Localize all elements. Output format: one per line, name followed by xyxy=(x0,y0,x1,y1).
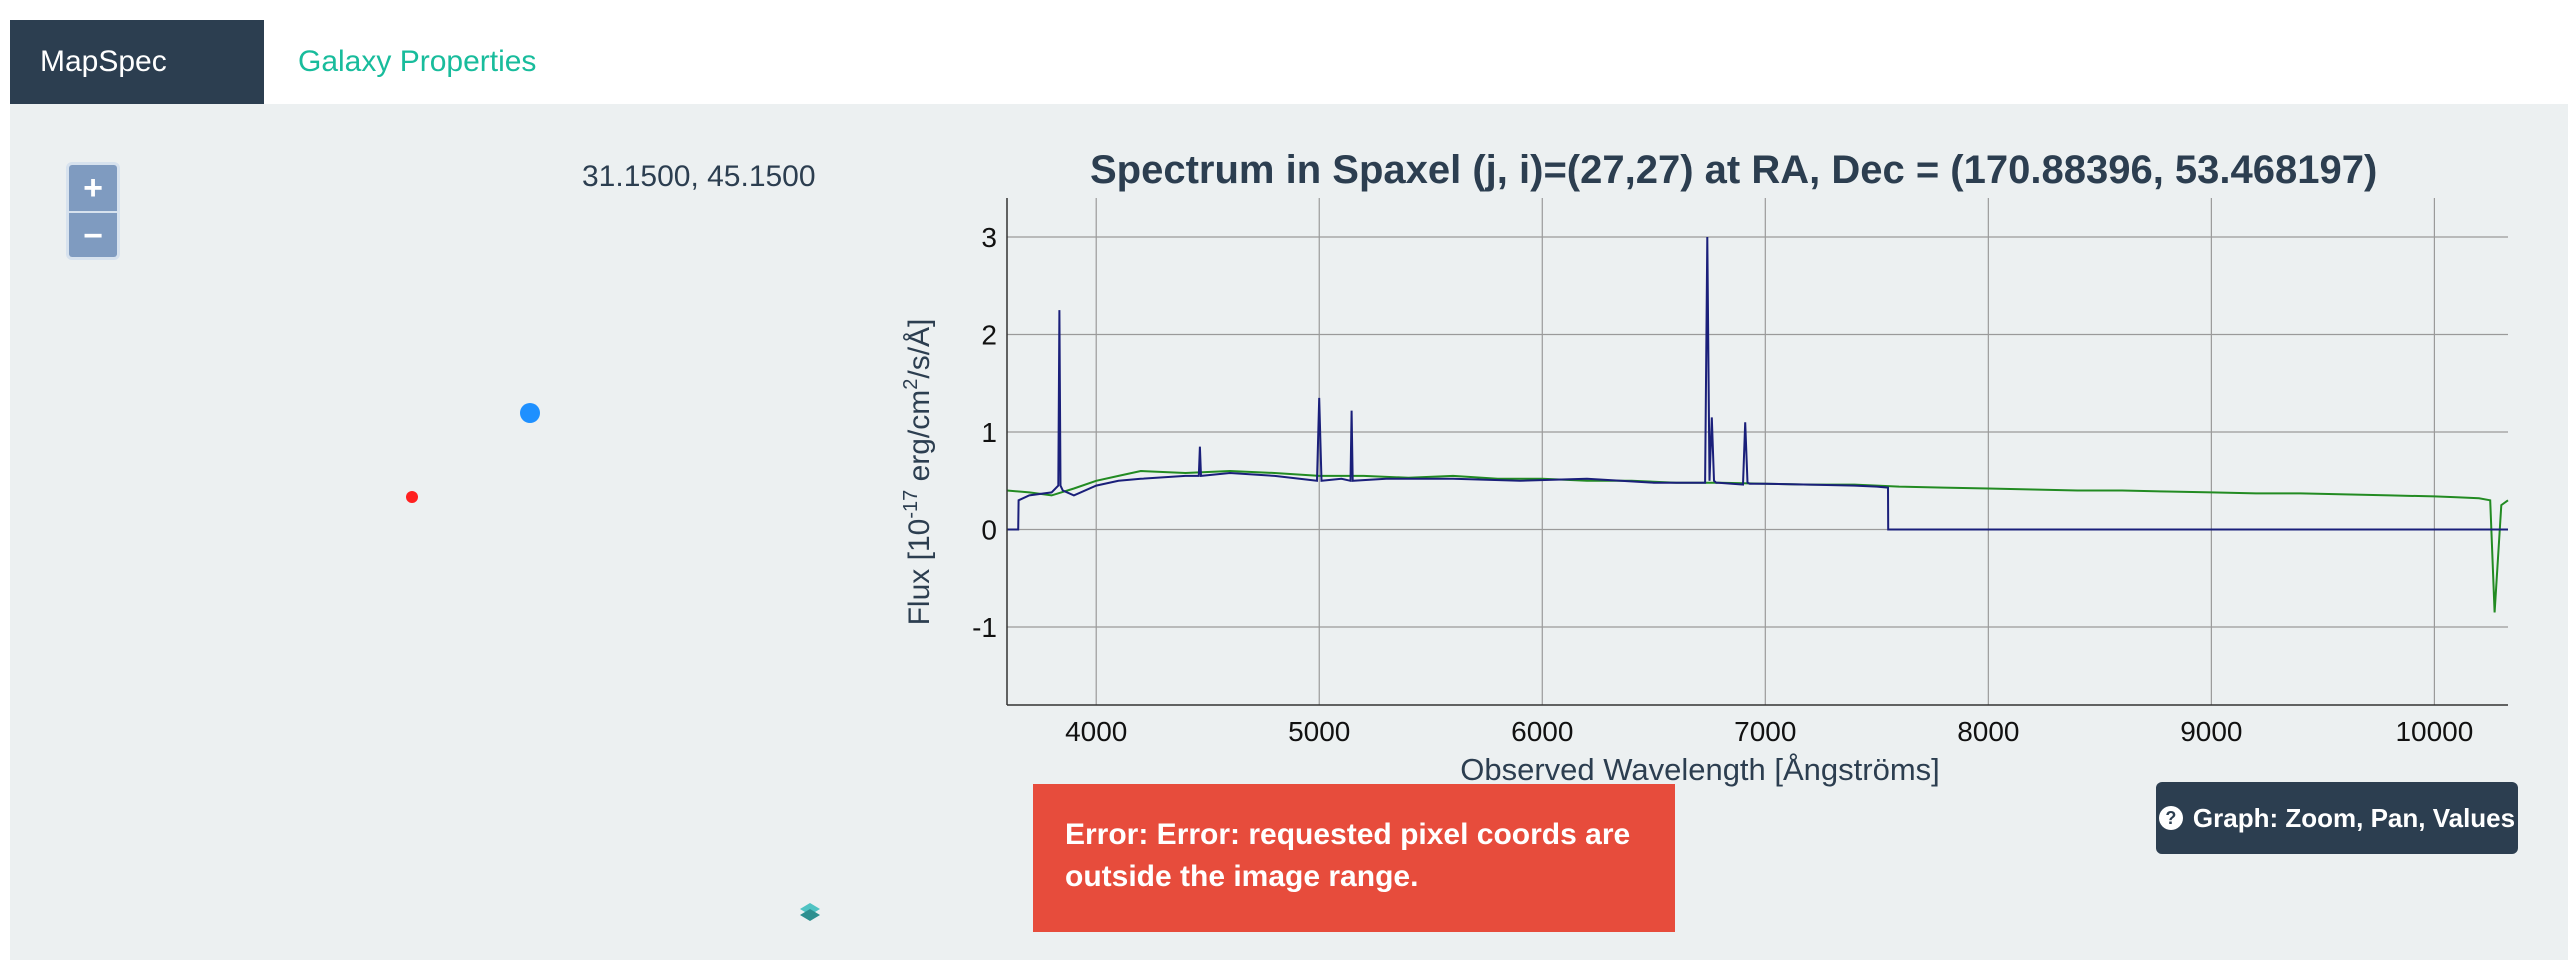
zoom-out-button[interactable]: − xyxy=(69,213,117,257)
x-tick-label: 6000 xyxy=(1511,716,1573,747)
chart-tick-labels: 4000 5000 6000 7000 8000 9000 10000 3 2 1 0 -1 xyxy=(972,222,2473,747)
x-tick-label: 8000 xyxy=(1957,716,2019,747)
question-circle-icon: ? xyxy=(2158,806,2183,830)
y-tick-label: 0 xyxy=(981,515,997,546)
x-tick-label: 7000 xyxy=(1734,716,1796,747)
series-line-model[interactable] xyxy=(1006,469,2509,613)
ylabel-exp: -17 xyxy=(900,490,922,519)
graph-help-button[interactable]: ? Graph: Zoom, Pan, Values xyxy=(2156,782,2518,854)
chart-grid xyxy=(1007,198,2508,705)
x-tick-label: 9000 xyxy=(2180,716,2242,747)
map-red-dot[interactable] xyxy=(406,491,418,503)
y-tick-label: 1 xyxy=(981,417,997,448)
x-tick-label: 5000 xyxy=(1288,716,1350,747)
ylabel-prefix: Flux [10 xyxy=(903,519,936,626)
chart-title: Spectrum in Spaxel (j, i)=(27,27) at RA,… xyxy=(1090,148,2378,192)
x-tick-label: 10000 xyxy=(2395,716,2473,747)
tab-bar: MapSpec View Galaxy Properties xyxy=(10,20,566,162)
chart-xlabel: Observed Wavelength [Ångströms] xyxy=(1460,752,1940,787)
ylabel-mid: erg/cm xyxy=(903,390,936,490)
series-line-data[interactable] xyxy=(1007,236,2508,531)
map-zoom-control: + − xyxy=(66,162,120,260)
tab-galaxy-properties[interactable]: Galaxy Properties xyxy=(298,45,537,78)
x-tick-label: 4000 xyxy=(1065,716,1127,747)
graph-help-label: Graph: Zoom, Pan, Values xyxy=(2192,802,2516,833)
zoom-in-button[interactable]: + xyxy=(69,165,117,213)
ylabel-exp2: 2 xyxy=(900,379,922,390)
map-blue-dot[interactable] xyxy=(520,403,540,423)
chart-axes xyxy=(1006,198,2508,706)
chart-plot-area[interactable] xyxy=(1006,236,2509,613)
ylabel-suffix: /s/Å] xyxy=(903,319,936,379)
error-alert: Error: Error: requested pixel coords are… xyxy=(1033,784,1675,932)
map-coordinates-readout: 31.1500, 45.1500 xyxy=(582,160,816,193)
chart-ylabel: Flux [10-17 erg/cm2/s/Å] xyxy=(900,319,936,626)
y-tick-label: 3 xyxy=(981,222,997,253)
y-tick-label: -1 xyxy=(972,612,997,643)
map-marker-icon[interactable] xyxy=(800,903,820,921)
y-tick-label: 2 xyxy=(981,320,997,351)
tab-mapspec-view[interactable]: MapSpec View xyxy=(10,20,264,162)
